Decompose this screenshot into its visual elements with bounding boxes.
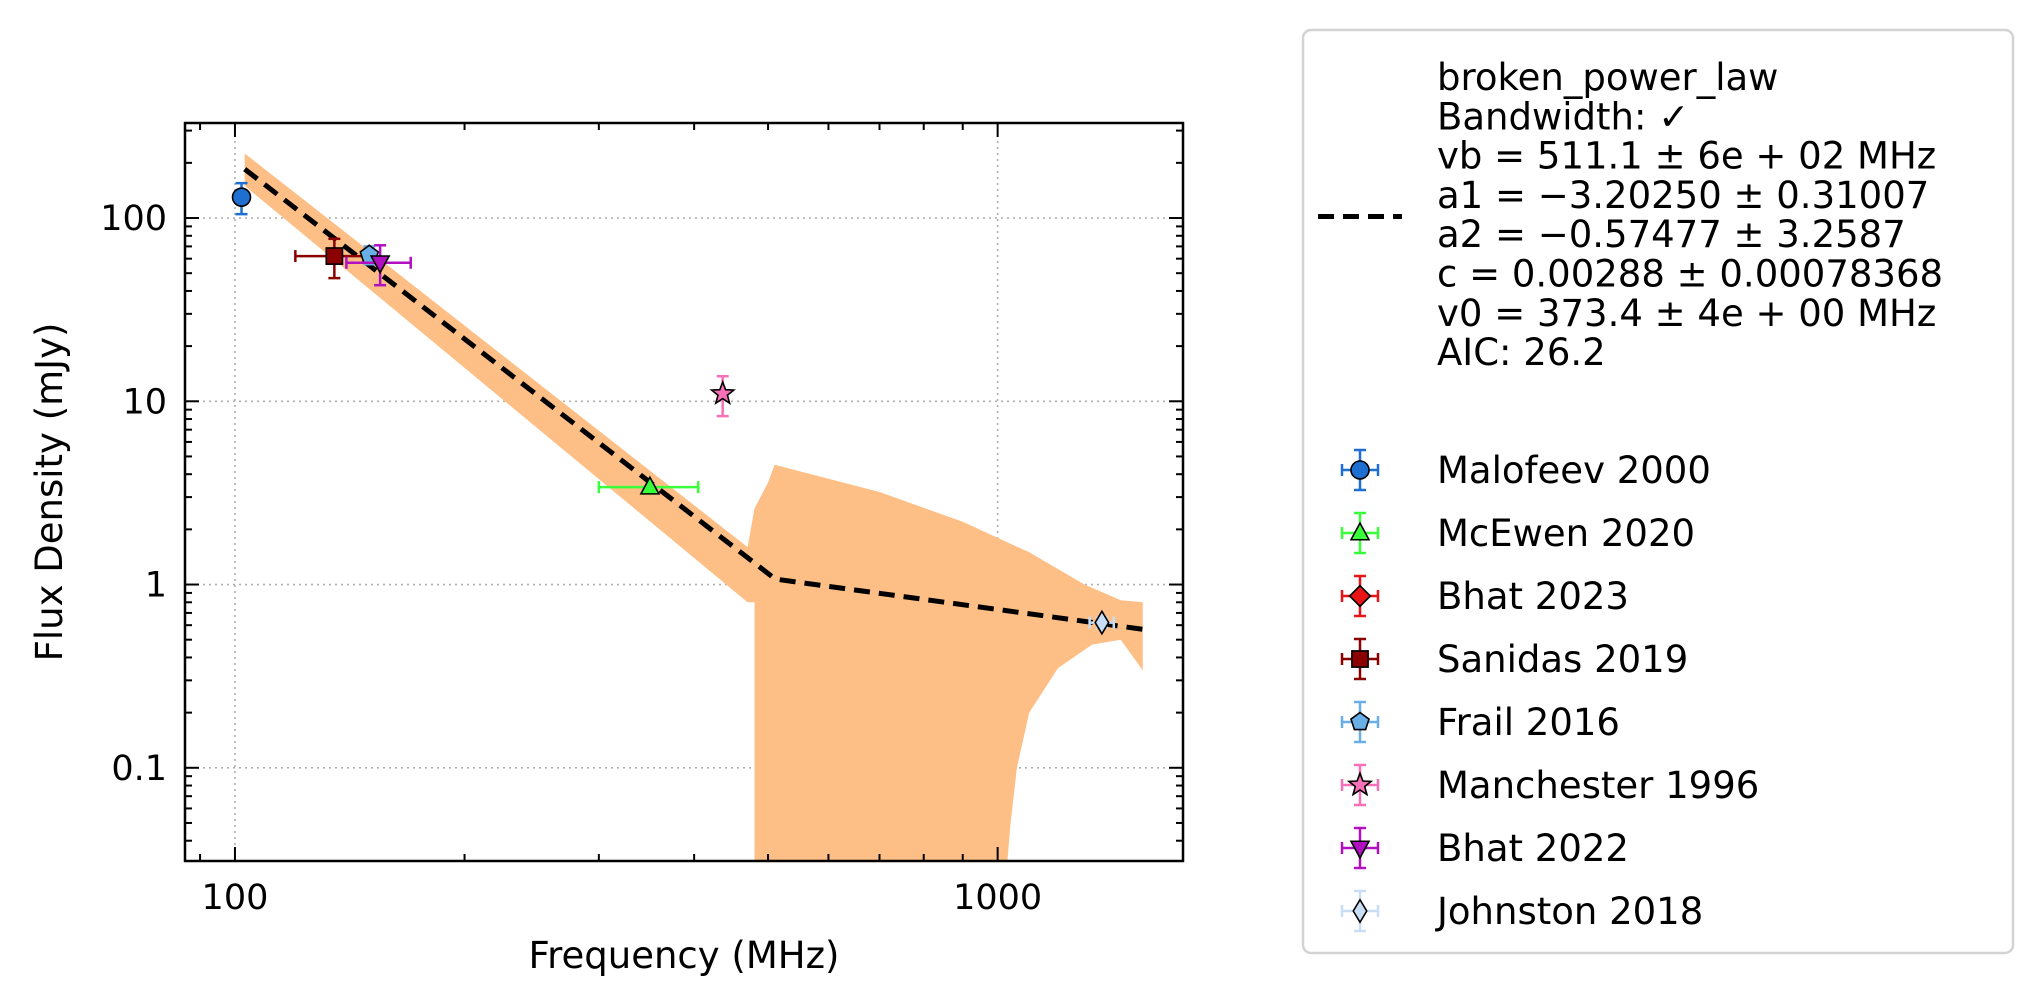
legend-fit-line-2: Bandwidth: ✓	[1437, 95, 1689, 138]
legend-fit-line-7: v0 = 373.4 ± 4e + 00 MHz	[1437, 292, 1936, 335]
y-tick-label: 100	[100, 199, 167, 239]
legend-johnston-2018-marker	[1352, 898, 1368, 924]
legend-sanidas-2019-label: Sanidas 2019	[1437, 638, 1688, 681]
series-malofeev-2000	[231, 181, 252, 216]
x-axis-label: Frequency (MHz)	[529, 934, 840, 977]
legend-entry-manchester-1996: Manchester 1996	[1340, 763, 1759, 807]
legend-entry-sanidas-2019: Sanidas 2019	[1340, 637, 1688, 681]
tick-labels: 100 1000 0.1 1 10 100	[100, 199, 1042, 918]
legend-bhat-2023-marker	[1348, 584, 1372, 608]
x-tick-label: 100	[202, 878, 269, 918]
series-sanidas-2019	[294, 237, 371, 280]
johnston-2018-point	[1094, 609, 1110, 636]
legend-fit-line-4: a1 = −3.20250 ± 0.31007	[1437, 174, 1929, 217]
mcewen-2020-point	[639, 475, 661, 495]
grid	[185, 123, 1183, 861]
legend-fit-line-6: c = 0.00288 ± 0.00078368	[1437, 253, 1943, 296]
legend-entry-bhat-2023: Bhat 2023	[1340, 574, 1629, 618]
legend-entry-bhat-2022: Bhat 2022	[1340, 826, 1629, 870]
plot-frame	[183, 121, 1185, 863]
legend-bhat-2022-marker	[1349, 840, 1371, 860]
legend-mcewen-2020-label: McEwen 2020	[1437, 512, 1695, 555]
legend-malofeev-2000-marker	[1350, 460, 1370, 480]
manchester-1996-point	[709, 379, 736, 406]
legend-entry-mcewen-2020: McEwen 2020	[1340, 511, 1695, 555]
fit-uncertainty-band	[244, 153, 1143, 861]
legend-fit-line-5: a2 = −0.57477 ± 3.2587	[1437, 213, 1906, 256]
axis-ticks	[185, 123, 1183, 861]
legend-frail-2016-marker	[1350, 711, 1370, 731]
legend-box	[1301, 28, 2015, 955]
legend-malofeev-2000-label: Malofeev 2000	[1437, 449, 1711, 492]
series-manchester-1996	[709, 374, 736, 418]
series-mcewen-2020	[597, 475, 700, 495]
legend-sanidas-2019-marker	[1351, 650, 1369, 668]
malofeev-2000-point	[231, 187, 252, 207]
legend-fit-line-1: broken_power_law	[1437, 56, 1778, 99]
fit-band	[244, 153, 1143, 861]
data-points	[231, 181, 1116, 636]
legend-mcewen-2020-marker	[1349, 521, 1371, 541]
y-tick-label: 1	[145, 566, 167, 606]
legend-bhat-2023-label: Bhat 2023	[1437, 575, 1629, 618]
sanidas-2019-point	[325, 247, 344, 265]
y-axis-label: Flux Density (mJy)	[28, 323, 71, 662]
legend-johnston-2018-label: Johnston 2018	[1435, 890, 1703, 933]
legend-bhat-2022-label: Bhat 2022	[1437, 827, 1629, 870]
legend-entry-frail-2016: Frail 2016	[1340, 700, 1620, 744]
legend-entry-johnston-2018: Johnston 2018	[1340, 889, 1703, 933]
x-tick-label: 1000	[953, 878, 1042, 918]
legend-manchester-1996-marker	[1346, 771, 1374, 797]
bhat-2022-point	[369, 255, 391, 275]
legend-fit-line-8: AIC: 26.2	[1437, 331, 1606, 374]
legend-frail-2016-label: Frail 2016	[1437, 701, 1620, 744]
legend-manchester-1996-label: Manchester 1996	[1437, 764, 1759, 807]
y-tick-label: 0.1	[111, 749, 167, 789]
series-bhat-2022	[345, 244, 412, 287]
legend-fit-line-3: vb = 511.1 ± 6e + 02 MHz	[1437, 135, 1936, 178]
series-johnston-2018	[1088, 609, 1116, 636]
legend-entry-malofeev-2000: Malofeev 2000	[1340, 448, 1711, 492]
y-tick-label: 10	[122, 382, 167, 422]
